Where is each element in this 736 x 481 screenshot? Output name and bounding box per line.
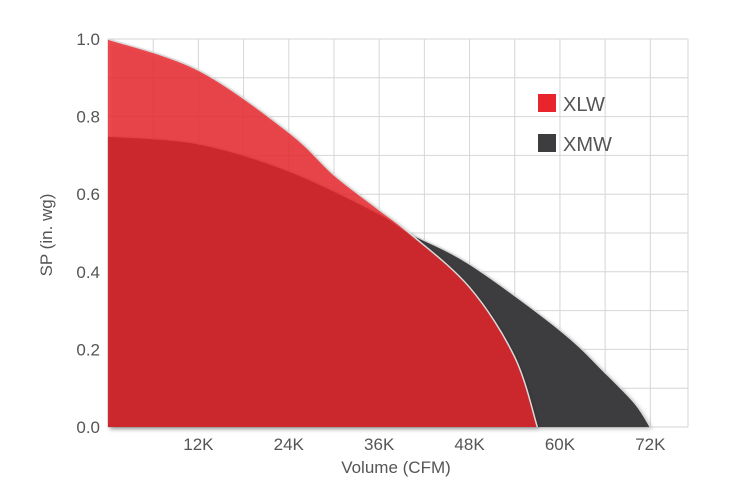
x-tick-label: 48K bbox=[454, 435, 485, 454]
legend-label-xlw: XLW bbox=[563, 94, 605, 116]
x-tick-label: 12K bbox=[183, 435, 214, 454]
y-tick-label: 0.0 bbox=[76, 418, 100, 437]
legend-swatch-xmw bbox=[538, 134, 556, 152]
y-axis-label: SP (in. wg) bbox=[37, 194, 56, 277]
legend: XLW XMW bbox=[538, 94, 612, 156]
legend-swatch-xlw bbox=[538, 94, 556, 112]
tick-labels: 0.0 0.2 0.4 0.6 0.8 1.0 12K 24K 36K 48K 60K 72K bbox=[76, 30, 666, 454]
y-tick-label: 1.0 bbox=[76, 30, 100, 49]
y-tick-label: 0.8 bbox=[76, 108, 100, 127]
series-line-xlw bbox=[107, 38, 539, 428]
x-tick-label: 72K bbox=[635, 435, 666, 454]
x-tick-label: 60K bbox=[545, 435, 576, 454]
y-tick-label: 0.6 bbox=[76, 185, 100, 204]
y-tick-label: 0.4 bbox=[76, 263, 100, 282]
legend-label-xmw: XMW bbox=[563, 134, 612, 156]
y-tick-label: 0.2 bbox=[76, 340, 100, 359]
x-tick-label: 24K bbox=[274, 435, 305, 454]
x-axis-label: Volume (CFM) bbox=[341, 458, 451, 477]
x-tick-label: 36K bbox=[364, 435, 395, 454]
series-area-xlw bbox=[108, 39, 538, 427]
series-areas bbox=[107, 38, 651, 428]
